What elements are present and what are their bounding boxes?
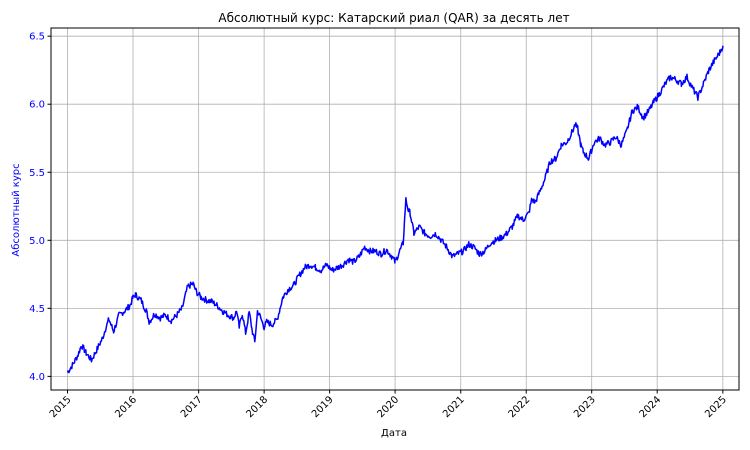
y-axis-label: Абсолютный курс	[11, 163, 22, 256]
grid-lines	[51, 28, 739, 390]
x-tick-label: 2015	[48, 394, 74, 420]
x-tick-label: 2017	[179, 394, 205, 420]
y-tick-label: 4.5	[29, 304, 45, 315]
y-axis-ticks: 4.0 4.5 5.0 5.5 6.0 6.5	[29, 32, 51, 383]
x-tick-label: 2019	[310, 394, 336, 420]
x-tick-label: 2016	[113, 394, 139, 420]
series-line	[66, 45, 724, 374]
y-tick-label: 5.0	[29, 236, 45, 247]
y-tick-label: 6.5	[29, 32, 45, 43]
x-tick-label: 2018	[244, 394, 270, 420]
x-tick-label: 2023	[572, 394, 598, 420]
x-tick-label: 2022	[507, 394, 533, 420]
x-axis-label: Дата	[381, 428, 407, 439]
x-tick-label: 2024	[638, 394, 664, 420]
y-tick-label: 4.0	[29, 372, 45, 383]
chart-title: Абсолютный курс: Катарский риал (QAR) за…	[218, 11, 569, 25]
x-axis-ticks: 2015 2016 2017 2018 2019 2020 2021 2022 2023 2024…	[48, 390, 729, 420]
x-tick-label: 2025	[703, 394, 729, 420]
y-tick-label: 5.5	[29, 168, 45, 179]
y-tick-label: 6.0	[29, 100, 45, 111]
x-tick-label: 2020	[375, 394, 401, 420]
x-tick-label: 2021	[441, 394, 467, 420]
